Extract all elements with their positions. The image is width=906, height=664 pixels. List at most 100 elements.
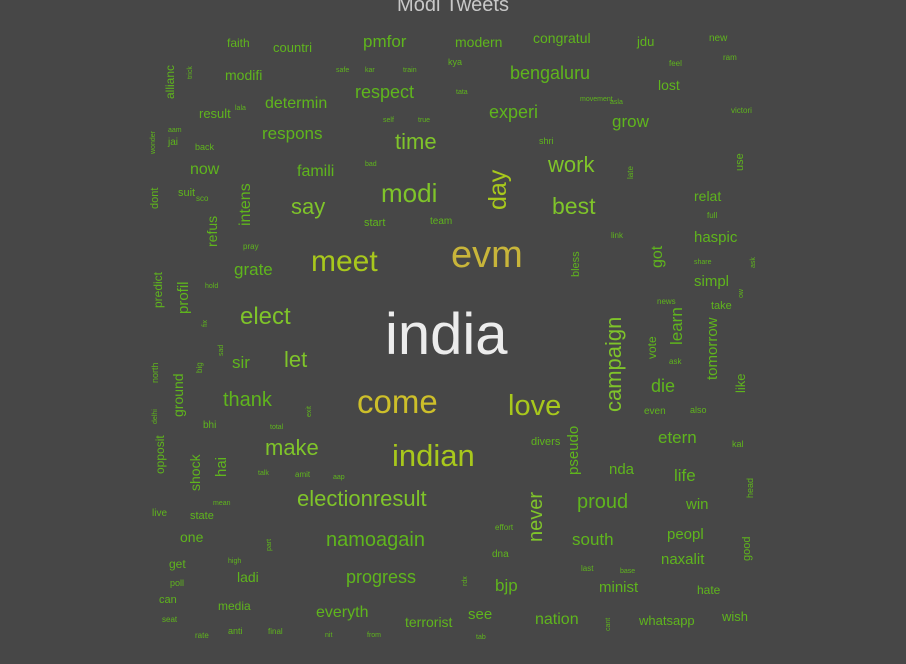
word-grow: grow xyxy=(612,112,649,131)
word-india: india xyxy=(385,302,508,367)
word-rdx: rdx xyxy=(462,575,469,586)
word-seat: seat xyxy=(162,615,178,624)
word-everyth: everyth xyxy=(316,604,369,621)
word-say: say xyxy=(291,194,326,219)
word-sir: sir xyxy=(232,353,250,372)
word-simpl: simpl xyxy=(694,273,730,290)
word-shri: shri xyxy=(539,136,554,146)
word-thank: thank xyxy=(223,389,272,411)
word-fix: fix xyxy=(202,319,209,327)
word-suit: suit xyxy=(178,187,196,199)
word-congratul: congratul xyxy=(533,30,591,46)
word-progress: progress xyxy=(346,567,417,587)
word-share: share xyxy=(694,259,712,266)
word-bjp: bjp xyxy=(495,576,518,595)
word-exit: exit xyxy=(306,405,313,417)
word-ground: ground xyxy=(170,373,186,418)
word-campaign: campaign xyxy=(601,316,626,413)
word-aap: aap xyxy=(333,474,345,481)
word-tomorrow: tomorrow xyxy=(704,316,721,380)
word-full: full xyxy=(707,211,718,220)
word-namoagain: namoagain xyxy=(326,529,425,551)
word-anti: anti xyxy=(228,626,243,636)
word-make: make xyxy=(265,435,319,460)
word-effort: effort xyxy=(495,523,514,532)
word-wonder: wonder xyxy=(150,130,157,154)
word-big: big xyxy=(195,362,204,373)
word-link: link xyxy=(611,231,624,240)
word-indian: indian xyxy=(392,438,475,473)
word-whatsapp: whatsapp xyxy=(639,613,695,628)
word-base: base xyxy=(620,568,636,575)
word-jai: jai xyxy=(168,137,179,148)
word-bengaluru: bengaluru xyxy=(510,63,591,83)
word-experi: experi xyxy=(489,102,539,122)
word-electionresult: electionresult xyxy=(297,486,427,511)
word-good: good xyxy=(741,536,753,562)
word-intens: intens xyxy=(237,182,254,226)
word-new: new xyxy=(709,33,728,44)
word-back: back xyxy=(195,142,215,152)
word-delhi: delhi xyxy=(152,408,159,424)
word-meet: meet xyxy=(311,245,378,278)
word-pmfor: pmfor xyxy=(363,32,407,51)
word-nation: nation xyxy=(535,611,579,628)
word-north: north xyxy=(150,362,160,383)
word-vote: vote xyxy=(645,336,659,360)
word-hate: hate xyxy=(697,583,721,597)
word-bhi: bhi xyxy=(203,420,217,431)
word-love: love xyxy=(508,390,562,422)
chart-title: Modi Tweets xyxy=(397,0,509,16)
word-bad: bad xyxy=(365,161,377,168)
word-peopl: peopl xyxy=(667,526,704,543)
word-see: see xyxy=(468,606,493,623)
word-ask: ask xyxy=(669,357,682,366)
word-bless: bless xyxy=(570,251,582,278)
word-can: can xyxy=(159,594,177,606)
word-work: work xyxy=(548,152,595,177)
word-pseudo: pseudo xyxy=(565,425,582,475)
word-ram: ram xyxy=(723,53,737,62)
word-late: late xyxy=(626,165,635,179)
word-win: win xyxy=(686,496,709,513)
word-die: die xyxy=(651,376,676,396)
word-shock: shock xyxy=(187,454,203,492)
word-from: from xyxy=(367,632,381,639)
word-like: like xyxy=(733,373,748,394)
word-take: take xyxy=(711,300,732,312)
word-life: life xyxy=(674,466,696,485)
word-talk: talk xyxy=(258,470,269,477)
word-profil: profil xyxy=(175,280,192,314)
word-faith: faith xyxy=(227,36,250,50)
word-let: let xyxy=(284,347,308,372)
word-part: part xyxy=(266,538,273,551)
word-lala: lala xyxy=(235,105,246,112)
word-rate: rate xyxy=(195,631,209,640)
word-also: also xyxy=(690,405,707,415)
word-news: news xyxy=(657,297,676,306)
word-kal: kal xyxy=(732,439,744,449)
word-poll: poll xyxy=(170,578,185,588)
word-allianc: allianc xyxy=(163,65,177,100)
word-day: day xyxy=(484,169,512,210)
word-even: even xyxy=(644,406,666,417)
word-safe: safe xyxy=(336,67,350,74)
word-start: start xyxy=(364,217,386,229)
word-high: high xyxy=(228,558,242,565)
word-tata: tata xyxy=(456,89,468,96)
word-ow: ow xyxy=(738,288,745,298)
word-asla: asla xyxy=(610,99,623,106)
word-dna: dna xyxy=(492,549,509,560)
word-kar: kar xyxy=(365,67,375,74)
word-hold: hold xyxy=(205,283,219,290)
word-haspic: haspic xyxy=(694,229,738,246)
word-one: one xyxy=(180,529,204,545)
word-proud: proud xyxy=(577,491,629,513)
word-modern: modern xyxy=(455,34,503,50)
word-time: time xyxy=(395,129,437,154)
word-aam: aam xyxy=(168,127,182,134)
word-modifi: modifi xyxy=(225,67,263,83)
word-media: media xyxy=(218,599,251,613)
word-divers: divers xyxy=(531,436,561,448)
